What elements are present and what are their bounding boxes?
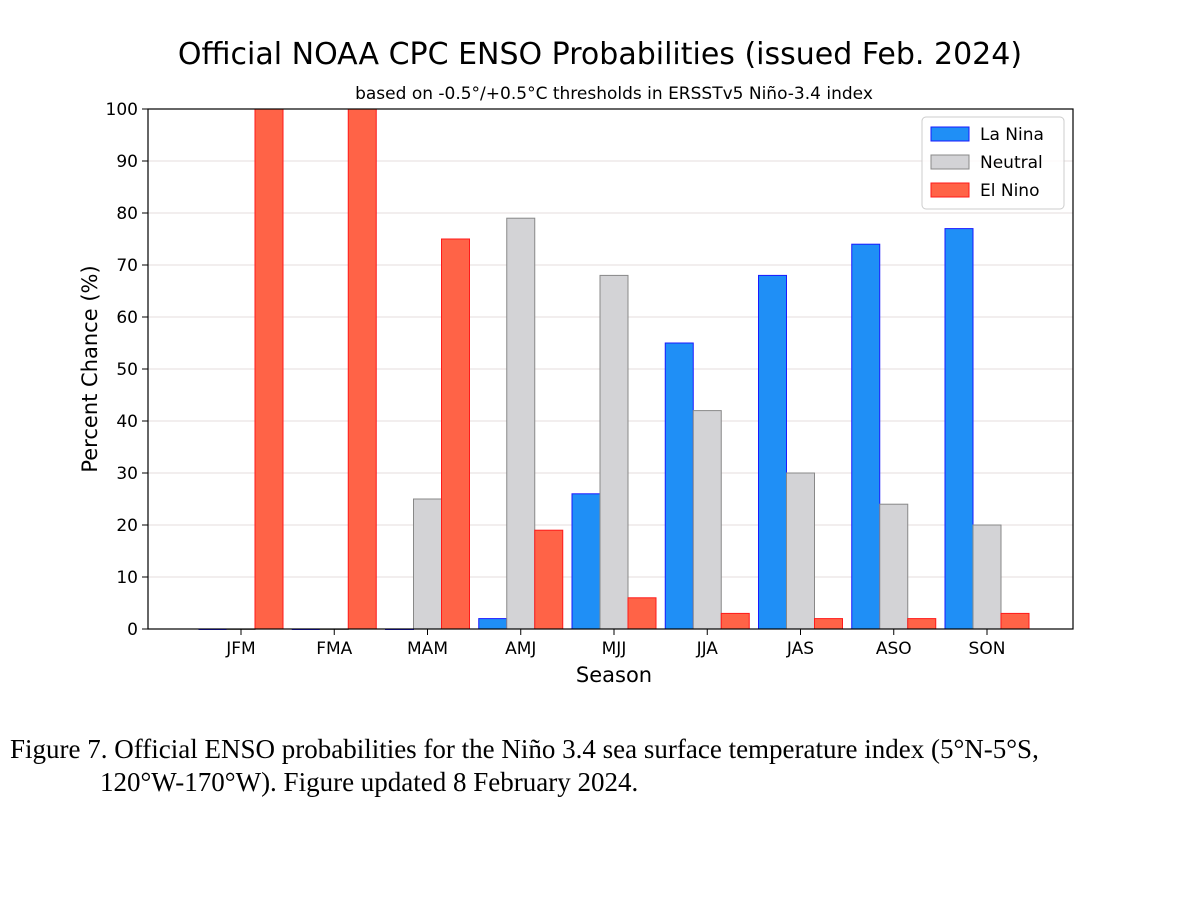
bar-el-nino-mam <box>441 238 470 630</box>
y-tick-label: 40 <box>116 412 138 432</box>
bar-el-nino-fma <box>347 108 377 630</box>
x-tick-label: MJJ <box>602 639 627 659</box>
y-axis-label: Percent Chance (%) <box>78 265 102 472</box>
y-tick-label: 10 <box>116 568 138 588</box>
y-tick-label: 60 <box>116 308 138 328</box>
bar-la-nina-son <box>944 228 974 630</box>
legend-label: Neutral <box>980 153 1043 173</box>
legend-label: El Nino <box>980 181 1039 201</box>
y-tick-label: 90 <box>116 152 138 172</box>
figure-caption: Figure 7. Official ENSO probabilities fo… <box>10 733 1190 799</box>
bar-neutral-mam <box>413 498 442 630</box>
y-tick-label: 50 <box>116 360 138 380</box>
y-tick-label: 30 <box>116 464 138 484</box>
x-tick-label: ASO <box>876 639 912 659</box>
bar-neutral-jas <box>786 472 815 630</box>
x-tick-label: MAM <box>407 639 448 659</box>
bar-neutral-aso <box>879 503 909 630</box>
bar-el-nino-jfm <box>254 108 284 630</box>
y-tick-label: 20 <box>116 516 138 536</box>
chart-title: Official NOAA CPC ENSO Probabilities (is… <box>178 37 1022 72</box>
bar-la-nina-jja <box>664 342 694 630</box>
bar-el-nino-amj <box>534 529 564 630</box>
caption-line-2: 120°W-170°W). Figure updated 8 February … <box>100 767 639 797</box>
x-tick-label: FMA <box>316 639 352 659</box>
bar-el-nino-aso <box>907 618 937 630</box>
bar-la-nina-mjj <box>571 493 601 630</box>
bar-el-nino-mjj <box>627 597 657 630</box>
y-tick-label: 80 <box>116 204 138 224</box>
legend: La Nina Neutral El Nino <box>921 116 1065 210</box>
caption-line-1: Figure 7. Official ENSO probabilities fo… <box>10 734 1039 764</box>
chart-subtitle: based on -0.5°/+0.5°C thresholds in ERSS… <box>355 84 873 104</box>
bar-el-nino-jas <box>814 618 843 630</box>
x-tick-label: JJA <box>696 639 719 659</box>
bar-la-nina-jas <box>758 274 787 630</box>
legend-swatch <box>930 126 970 142</box>
legend-swatch <box>930 154 970 170</box>
x-tick-label: AMJ <box>505 639 536 659</box>
bar-el-nino-son <box>1000 612 1030 630</box>
y-tick-label: 100 <box>106 100 138 120</box>
x-tick-label: JAS <box>786 639 814 659</box>
y-tick-label: 70 <box>116 256 138 276</box>
x-tick-label: SON <box>969 639 1006 659</box>
bar-la-nina-amj <box>478 618 508 630</box>
enso-bar-chart: Official NOAA CPC ENSO Probabilities (is… <box>78 37 1074 687</box>
x-tick-label: JFM <box>225 639 255 659</box>
bar-neutral-amj <box>506 217 536 630</box>
x-axis-label: Season <box>576 663 652 687</box>
legend-label: La Nina <box>980 125 1044 145</box>
bar-la-nina-aso <box>851 243 881 630</box>
legend-swatch <box>930 182 970 198</box>
bar-neutral-jja <box>692 410 722 630</box>
y-tick-label: 0 <box>127 620 138 640</box>
bar-neutral-son <box>972 524 1002 630</box>
bar-neutral-mjj <box>599 274 629 630</box>
bar-el-nino-jja <box>720 612 750 630</box>
